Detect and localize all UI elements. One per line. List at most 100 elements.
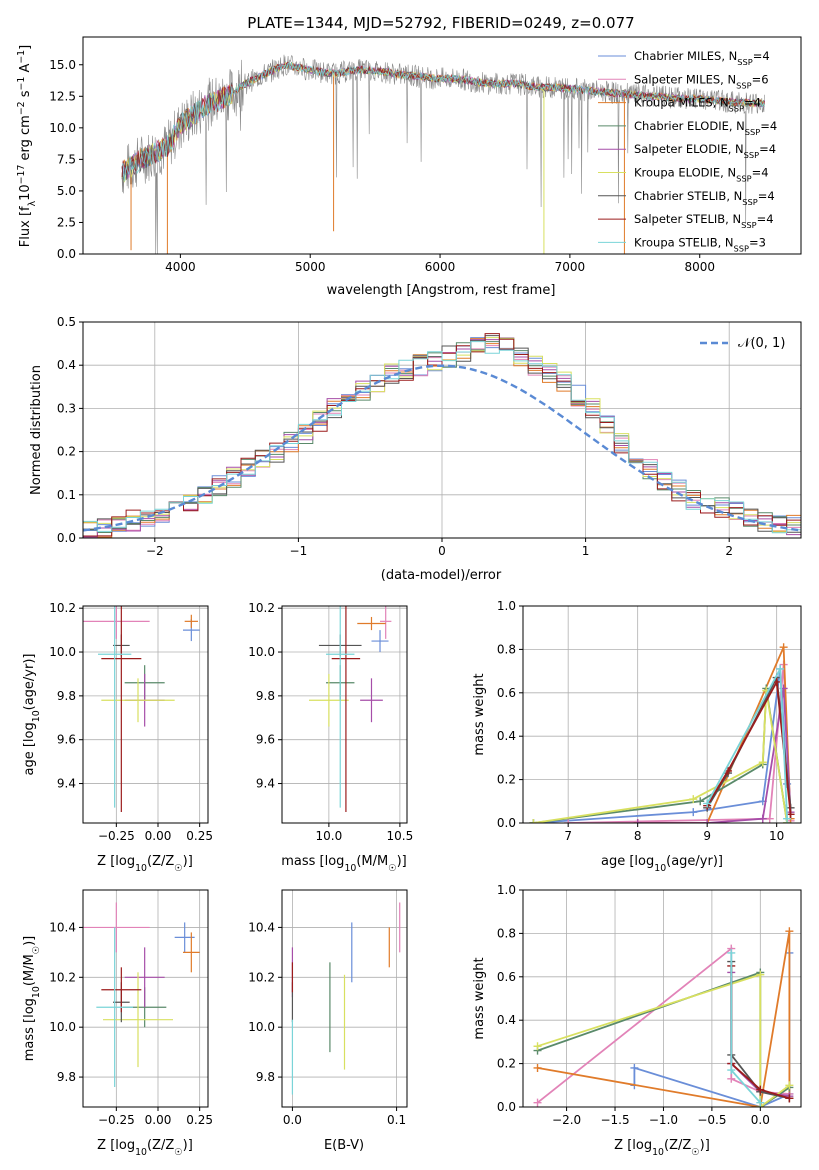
plot-area (308, 606, 392, 813)
x-tick-label: 0.1 (387, 1113, 406, 1127)
y-tick-label: 0.1 (57, 488, 76, 502)
x-axis-label: wavelength [Angstrom, rest frame] (327, 283, 556, 298)
x-tick-label: 0.0 (751, 1113, 770, 1127)
series-marker (564, 819, 573, 823)
series-marker (785, 1081, 794, 1090)
axes-frame (281, 605, 408, 824)
x-axis-label: Z [log10(Z/Z☉)] (614, 1138, 710, 1158)
series-line (637, 688, 792, 823)
spectrum-model (121, 61, 765, 182)
plot-area (121, 54, 765, 254)
y-tick-label: 0.0 (497, 1100, 516, 1114)
axes-frame (522, 889, 802, 1108)
x-tick-label: −1.5 (600, 1113, 629, 1127)
y-tick-label: 0.6 (497, 686, 516, 700)
y-tick-label: 10.2 (49, 601, 76, 615)
series-marker (727, 1074, 736, 1083)
y-tick-label: 0.2 (497, 1057, 516, 1071)
normal-curve (83, 364, 801, 532)
series-marker (689, 808, 698, 817)
axes-frame (82, 36, 802, 255)
x-tick-label: 9 (703, 829, 711, 843)
legend-entry: 𝒩(0, 1) (738, 336, 785, 351)
chart-5: −0.25 0.00 0.25 9.8 10.0 10.2 10.4 Z [log10(Z/Z… (22, 889, 213, 1158)
chart-0: 4000 5000 6000 7000 8000 0.0 2.5 5.0 7.5 10.0 12.5… (16, 36, 802, 298)
y-tick-label: 0.0 (57, 531, 76, 545)
series-marker (529, 819, 538, 823)
legend-entry: Salpeter STELIB, NSSP=4 (634, 212, 774, 230)
series-marker (785, 1094, 794, 1103)
x-tick-label: −0.25 (98, 829, 135, 843)
axes-frame (281, 889, 408, 1108)
series-marker (779, 643, 788, 652)
y-tick-label: 0.5 (57, 315, 76, 329)
y-axis-label: mass weight (472, 673, 487, 755)
series-marker (786, 810, 795, 819)
series-line (568, 664, 792, 823)
x-axis-label: mass [log10(M/M☉)] (281, 854, 407, 874)
y-axis-label: age [log10(age/yr)] (22, 654, 42, 776)
x-tick-label: −0.5 (697, 1113, 726, 1127)
plot-area (291, 902, 401, 1095)
histogram-series (83, 341, 801, 538)
y-tick-label: 0.2 (497, 773, 516, 787)
series-marker (783, 814, 792, 823)
legend-entry: Salpeter ELODIE, NSSP=4 (634, 142, 776, 160)
y-tick-label: 9.8 (57, 1070, 76, 1084)
legend: Chabrier MILES, NSSP=4 Salpeter MILES, NS… (598, 49, 777, 253)
x-tick-label: 0.25 (186, 1113, 213, 1127)
y-tick-label: 0.8 (497, 926, 516, 940)
legend-entry: Kroupa ELODIE, NSSP=4 (634, 166, 769, 184)
axes-frame (82, 605, 209, 824)
x-tick-label: 2 (725, 544, 733, 558)
series-marker (785, 927, 794, 936)
x-tick-label: 1 (582, 544, 590, 558)
series-marker (533, 1098, 542, 1107)
spectrum-model (121, 61, 765, 183)
series-marker (776, 664, 785, 673)
x-tick-label: 0.00 (145, 829, 172, 843)
y-tick-label: 10.2 (248, 601, 275, 615)
y-tick-label: 10.4 (248, 920, 275, 934)
y-tick-label: 2.5 (57, 215, 76, 229)
series-line (537, 973, 790, 1107)
series-marker (756, 970, 765, 979)
x-tick-label: 5000 (295, 260, 326, 274)
x-tick-label: 0.0 (283, 1113, 302, 1127)
plot-area (83, 902, 200, 1088)
legend-entry: Kroupa STELIB, NSSP=3 (634, 235, 766, 253)
y-tick-label: 0.4 (57, 358, 76, 372)
axes-frame (522, 605, 802, 824)
x-tick-label: 0 (438, 544, 446, 558)
y-axis-label: Normed distribution (29, 365, 44, 495)
y-axis-label: mass weight (472, 957, 487, 1039)
series-marker (756, 1085, 765, 1094)
legend-entry: Chabrier ELODIE, NSSP=4 (634, 119, 777, 137)
plot-area (83, 606, 200, 813)
chart-4: 7 8 9 10 0.0 0.2 0.4 0.6 0.8 1.0 age [log10(age/yr… (472, 599, 802, 874)
series-line (637, 646, 792, 823)
y-tick-label: 10.2 (49, 970, 76, 984)
y-tick-label: 0.0 (497, 816, 516, 830)
series-marker (758, 758, 767, 767)
spectrum-model (121, 63, 765, 181)
series-marker (696, 797, 705, 806)
x-tick-label: −1.0 (649, 1113, 678, 1127)
x-tick-label: 8 (634, 829, 642, 843)
y-tick-label: 0.8 (497, 642, 516, 656)
charts-group: 4000 5000 6000 7000 80000.02.55.07.510.012.5… (16, 36, 802, 1158)
y-axis-label: Flux [fλ10−17 erg cm−2 s−1 A−1] (16, 45, 38, 247)
y-tick-label: 15.0 (49, 58, 76, 72)
series-marker (765, 814, 774, 823)
legend-entry: Chabrier STELIB, NSSP=4 (634, 189, 775, 207)
series-marker (630, 1063, 639, 1072)
y-tick-label: 10.4 (49, 920, 76, 934)
y-axis-label: mass [log10(M/M☉)] (22, 936, 42, 1062)
x-tick-label: −0.25 (98, 1113, 135, 1127)
y-tick-label: 9.8 (256, 689, 275, 703)
series-line (533, 668, 788, 823)
x-axis-label: Z [log10(Z/Z☉)] (97, 854, 193, 874)
x-tick-label: 10 (769, 829, 784, 843)
y-tick-label: 10.0 (49, 1020, 76, 1034)
legend-entry: Chabrier MILES, NSSP=4 (634, 49, 770, 67)
